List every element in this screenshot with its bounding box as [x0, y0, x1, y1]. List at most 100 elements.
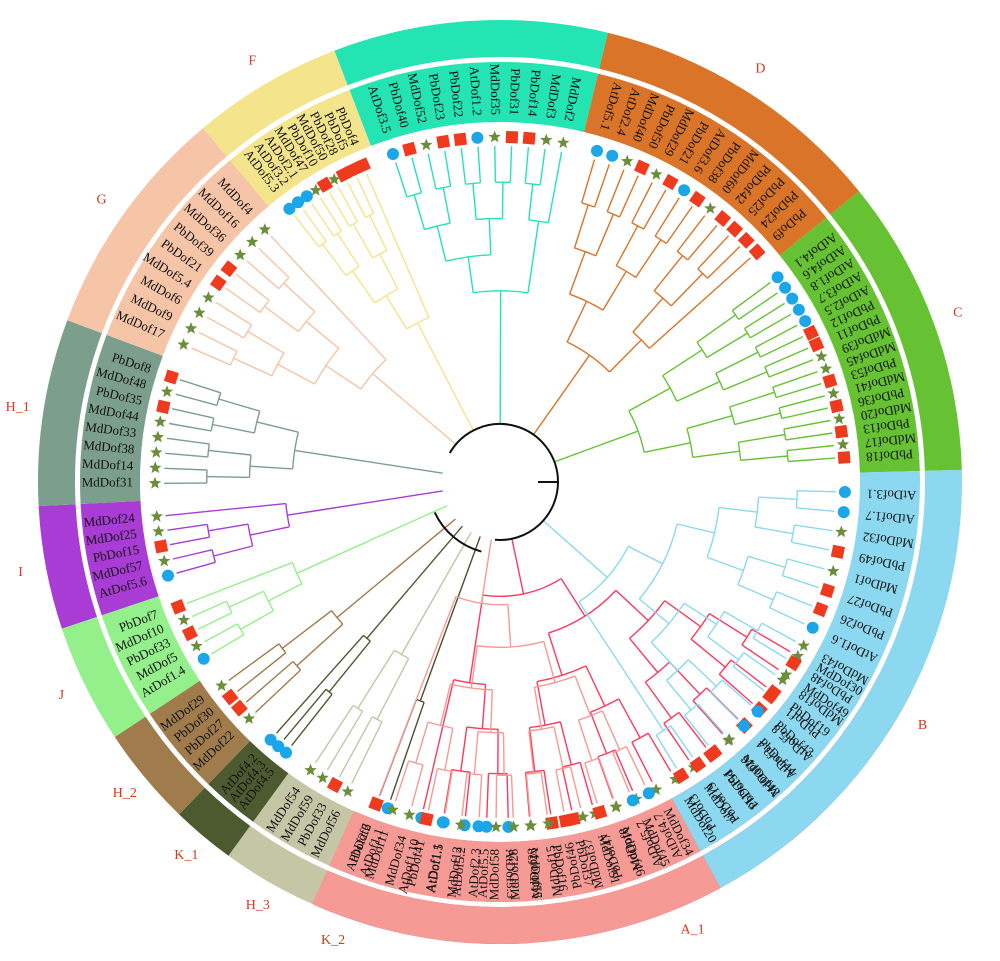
- tree-branch: [595, 213, 615, 257]
- tree-branch: [684, 703, 699, 716]
- tree-branch: [559, 721, 572, 765]
- tree-branch: [642, 189, 667, 230]
- tree-branch: [395, 162, 408, 198]
- tree-branch: [167, 523, 208, 531]
- tree-branch: [294, 215, 320, 248]
- pear-marker-icon: [662, 173, 679, 191]
- arabidopsis-marker-icon: [738, 720, 750, 732]
- tree-branch: [578, 601, 601, 635]
- tree-branch: [654, 197, 680, 237]
- tree-branch: [747, 555, 786, 568]
- apple-marker-icon: [177, 338, 190, 350]
- clade-bands: [37, 20, 962, 944]
- clade-label-h-2: H_2: [113, 786, 137, 801]
- tree-branch: [186, 589, 223, 605]
- tree-branch: [255, 669, 302, 714]
- pear-marker-icon: [154, 539, 169, 554]
- pear-marker-icon: [355, 157, 371, 174]
- tree-branch: [296, 557, 332, 574]
- root-arc: [448, 423, 559, 483]
- tree-branch: [548, 589, 617, 634]
- tree-branch: [281, 610, 332, 649]
- tree-branch: [277, 363, 316, 385]
- tree-branch: [365, 212, 375, 219]
- tree-branch: [208, 449, 252, 456]
- tree-branch: [783, 419, 831, 430]
- apple-marker-icon: [184, 322, 198, 334]
- tree-branch: [686, 428, 694, 458]
- pear-marker-icon: [316, 176, 334, 193]
- tree-branch: [620, 665, 643, 699]
- tree-branch: [697, 703, 724, 734]
- tree-branch: [165, 510, 206, 517]
- pear-marker-icon: [156, 399, 171, 414]
- apple-marker-icon: [233, 248, 247, 261]
- apple-marker-icon: [245, 235, 259, 248]
- tree-branch: [778, 395, 825, 409]
- tree-branch: [211, 634, 245, 655]
- tree-branch: [204, 623, 238, 643]
- tree-branch: [379, 253, 399, 290]
- arabidopsis-marker-icon: [678, 184, 691, 197]
- tree-branch: [191, 347, 231, 366]
- apple-marker-icon: [819, 362, 833, 374]
- tree-branch: [212, 423, 255, 434]
- tree-branch: [723, 610, 758, 632]
- pear-marker-icon: [170, 599, 187, 615]
- tree-branch: [676, 215, 706, 252]
- tree-branch: [450, 683, 493, 691]
- tree-branch: [442, 187, 451, 224]
- tree-branch: [706, 556, 744, 572]
- tree-branch: [718, 673, 754, 705]
- leaf-label: MdDof31: [82, 474, 133, 489]
- tree-branch: [314, 705, 354, 764]
- tree-branch: [547, 632, 563, 676]
- leaf-label: MdDof33: [84, 419, 137, 441]
- apple-marker-icon: [190, 639, 203, 652]
- tree-branch: [413, 194, 426, 230]
- tree-branch: [226, 601, 233, 614]
- arabidopsis-marker-icon: [387, 148, 399, 160]
- tree-branch: [786, 450, 789, 462]
- pear-marker-icon: [592, 804, 608, 820]
- tree-branch: [258, 247, 290, 279]
- leaf-label: MdDof3: [543, 73, 564, 119]
- tree-branch: [434, 532, 472, 596]
- arabidopsis-marker-icon: [806, 621, 819, 634]
- tree-branch: [665, 205, 693, 244]
- leaf-label: PbDof31: [507, 68, 524, 115]
- tree-branch: [237, 623, 245, 636]
- tree-branch: [321, 243, 347, 276]
- apple-marker-icon: [341, 785, 354, 797]
- tree-branch: [593, 430, 639, 449]
- tree-branch: [670, 273, 704, 307]
- pear-marker-icon: [822, 373, 838, 389]
- clade-label-i: I: [18, 565, 23, 580]
- tree-branch: [264, 305, 299, 333]
- tree-branch: [794, 524, 833, 532]
- pear-marker-icon: [785, 654, 802, 672]
- tree-branch: [171, 408, 214, 419]
- tree-branch: [709, 613, 748, 638]
- tree-branch: [540, 772, 548, 815]
- tree-branch: [472, 183, 477, 220]
- tree-branch: [424, 636, 442, 677]
- tree-branch: [208, 523, 249, 532]
- tree-branch: [411, 157, 423, 193]
- tree-branch: [696, 341, 708, 358]
- tree-branch: [478, 774, 483, 818]
- tree-branch: [164, 467, 208, 471]
- tree-branch: [191, 600, 227, 618]
- apple-marker-icon: [202, 291, 215, 303]
- root-arc: [494, 481, 559, 541]
- arabidopsis-marker-icon: [786, 292, 799, 305]
- tree-branch: [466, 772, 482, 776]
- tree-branch: [648, 317, 684, 349]
- clade-label-j: J: [59, 688, 65, 703]
- tree-branch: [291, 432, 299, 469]
- tree-branch: [628, 637, 659, 673]
- tree-branch: [734, 412, 781, 426]
- tree-branch: [488, 218, 492, 255]
- apple-marker-icon: [242, 712, 256, 724]
- tree-branch: [169, 536, 210, 546]
